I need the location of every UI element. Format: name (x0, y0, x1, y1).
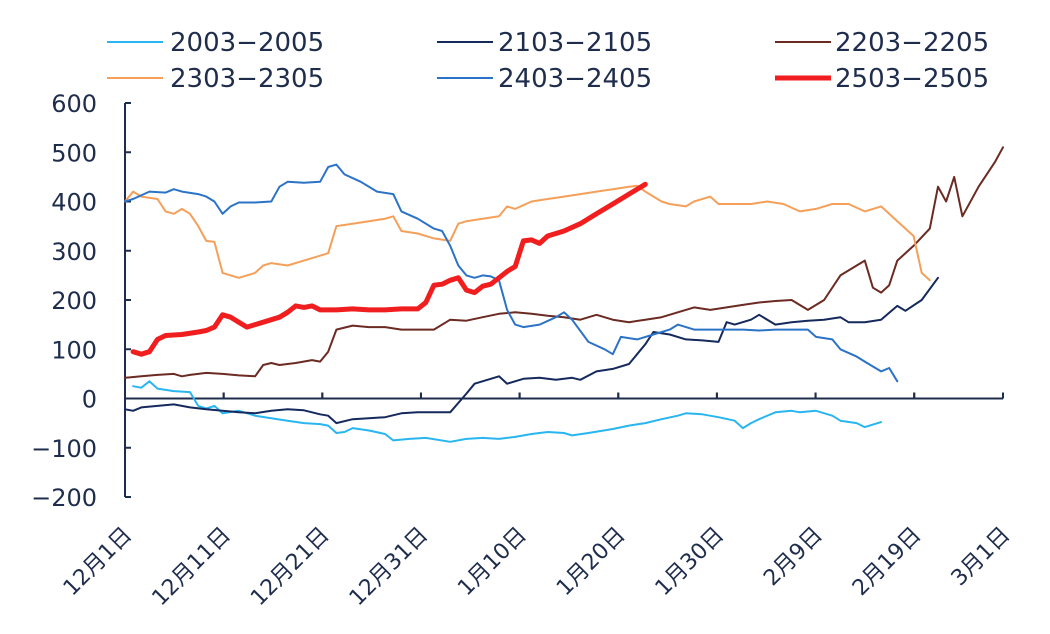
series-line-2303-2305 (124, 184, 931, 282)
y-tick-label: 0 (82, 386, 97, 414)
series-line-2003-2005 (132, 380, 883, 443)
x-tick-label: 2月9日 (759, 523, 828, 592)
series-group (124, 146, 1004, 443)
x-axis-ticks: 12月1日 12月11日 12月21日 12月31日 1月10日 1月20日 1月30日 2月… (59, 523, 1015, 611)
y-tick-label: 500 (51, 139, 97, 167)
x-tick-label: 12月31日 (345, 523, 433, 611)
legend: 2003−2005 2103−2105 2203−2205 2303−2305 2403… (107, 28, 989, 94)
legend-item-2203-2205: 2203−2205 (775, 28, 989, 58)
x-tick-label: 1月10日 (453, 523, 531, 601)
legend-label: 2003−2005 (170, 28, 324, 58)
y-tick-label: −200 (31, 484, 97, 512)
legend-item-2503-2505: 2503−2505 (775, 64, 989, 94)
legend-label: 2403−2405 (498, 64, 652, 94)
legend-item-2303-2305: 2303−2305 (107, 64, 324, 94)
y-tick-label: 400 (51, 189, 97, 217)
legend-item-2403-2405: 2403−2405 (437, 64, 652, 94)
axes: 600 500 400 300 200 100 0 −100 −200 (31, 90, 1004, 512)
series-line-2503-2505 (130, 181, 648, 357)
y-tick-label: 100 (51, 336, 97, 364)
legend-label: 2303−2305 (170, 64, 324, 94)
series-line-2403-2405 (124, 163, 899, 383)
legend-item-2103-2105: 2103−2105 (437, 28, 652, 58)
x-tick-label: 12月11日 (148, 523, 236, 611)
x-tick-label: 2月19日 (848, 523, 926, 601)
y-tick-label: 200 (51, 287, 97, 315)
legend-label: 2503−2505 (835, 64, 989, 94)
series-line-2203-2205 (124, 146, 1004, 379)
legend-label: 2103−2105 (498, 28, 652, 58)
x-tick-label: 1月20日 (552, 523, 630, 601)
x-tick-label: 1月30日 (651, 523, 729, 601)
x-tick-label: 12月21日 (246, 523, 334, 611)
legend-label: 2203−2205 (835, 28, 989, 58)
x-tick-label: 3月1日 (947, 523, 1016, 592)
y-tick-label: 300 (51, 238, 97, 266)
y-tick-label: −100 (31, 435, 97, 463)
y-tick-label: 600 (51, 90, 97, 118)
x-tick-label: 12月1日 (59, 523, 137, 601)
series-line-2103-2105 (124, 276, 939, 425)
legend-item-2003-2005: 2003−2005 (107, 28, 324, 58)
